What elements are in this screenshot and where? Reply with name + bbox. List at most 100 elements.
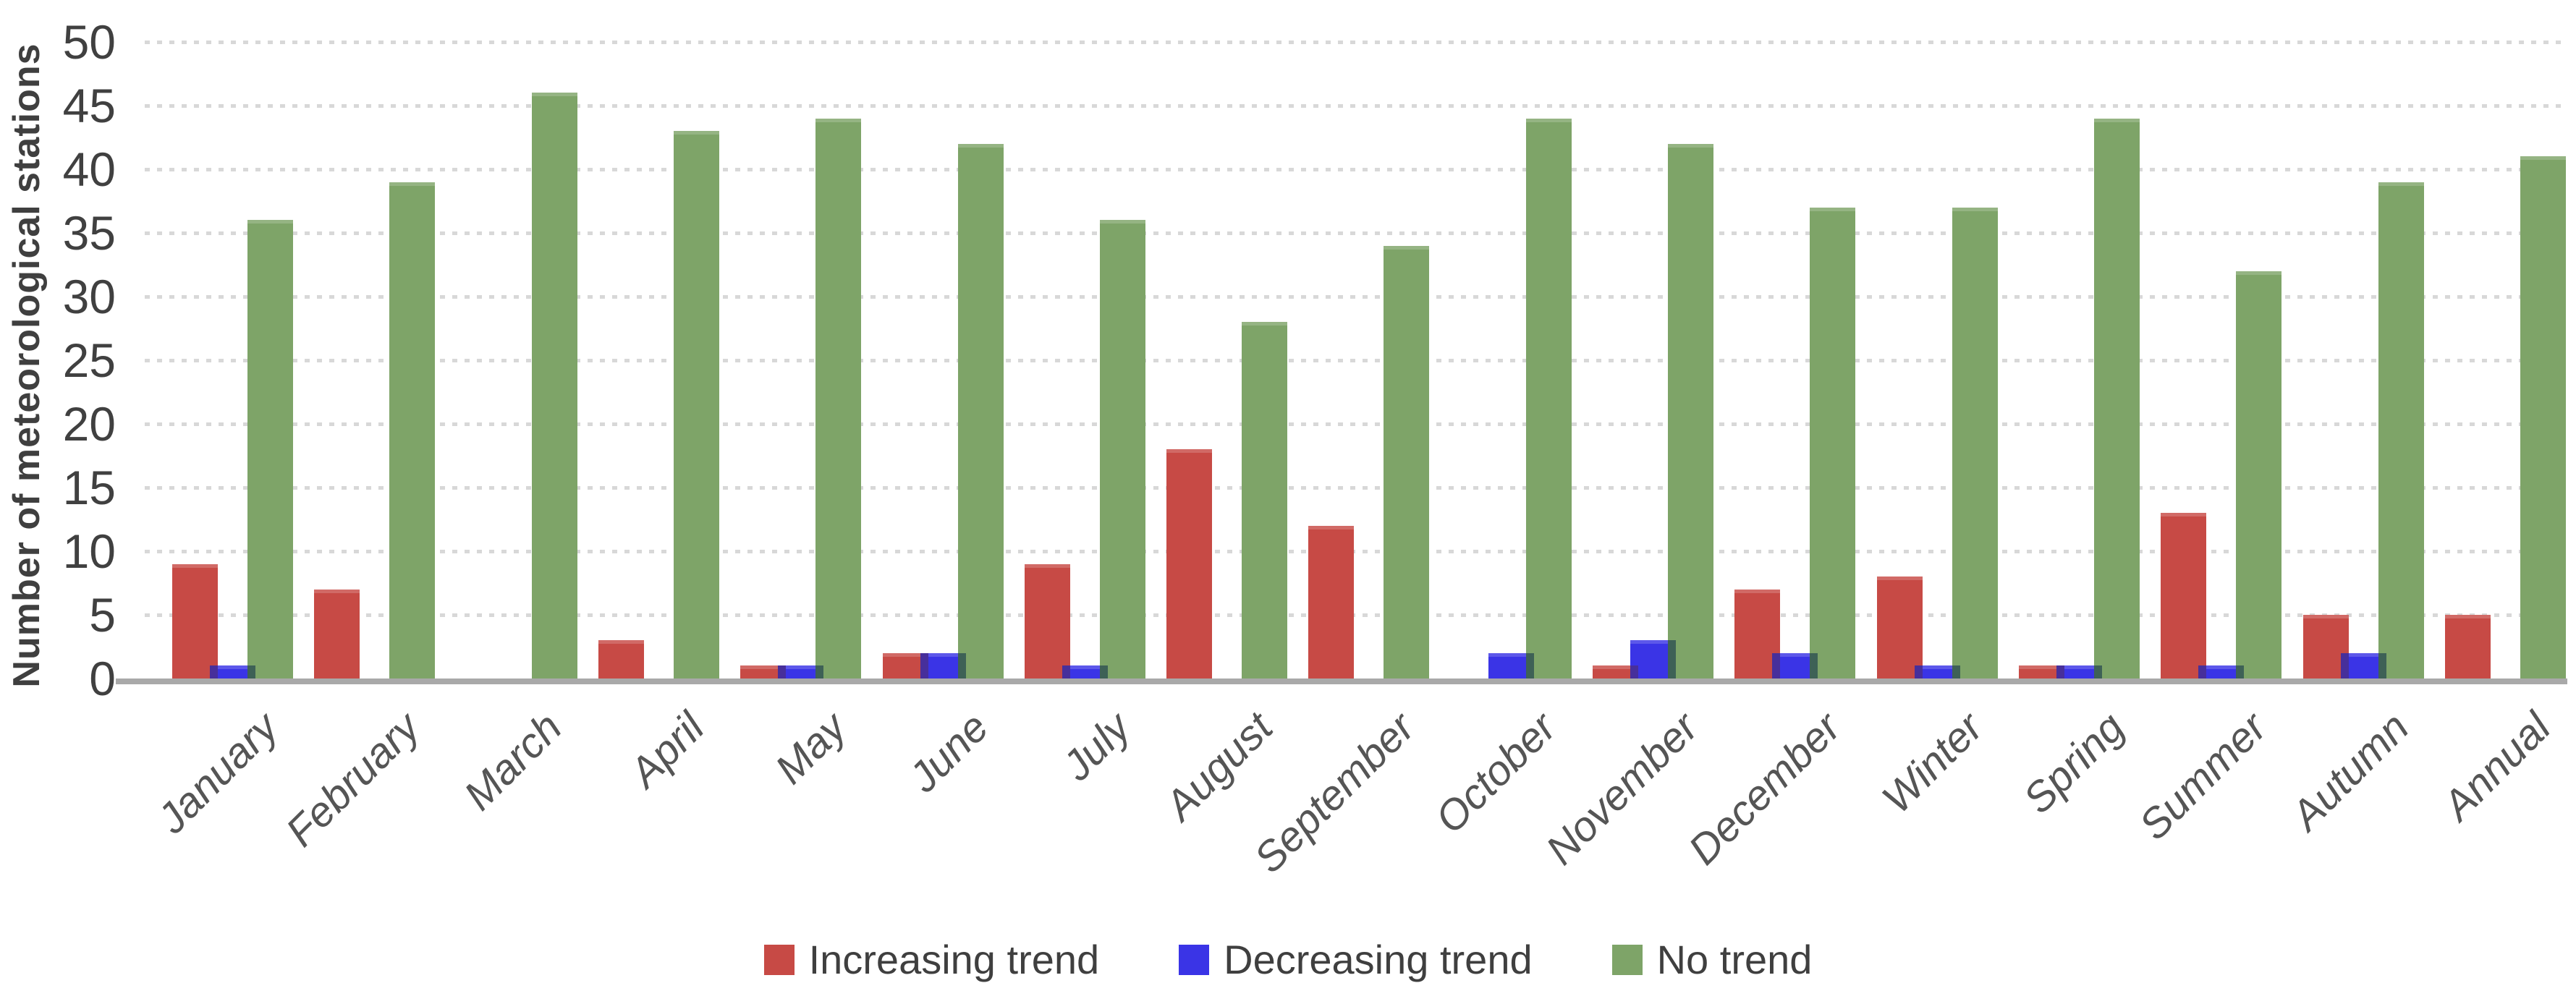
bar-increasing-april (598, 640, 644, 678)
gridline (145, 359, 2567, 362)
y-tick-label: 25 (62, 333, 116, 387)
bar-none-winter (1952, 207, 1998, 678)
bar-none-october (1525, 118, 1572, 678)
bar-increasing-winter (1876, 577, 1923, 678)
gridline (145, 486, 2567, 490)
y-tick-label: 30 (62, 270, 116, 323)
bar-none-january (247, 220, 293, 678)
y-tick-label: 35 (62, 206, 116, 260)
bar-overlap (1525, 652, 1534, 678)
bar-overlap (778, 665, 787, 678)
bar-increasing-july (1024, 563, 1070, 678)
bar-none-autumn (2378, 182, 2424, 678)
bar-decreasing-january (210, 665, 255, 678)
x-tick-label: Spring (2014, 703, 2134, 823)
x-tick-label: April (620, 703, 713, 796)
bar-overlap (1668, 640, 1676, 678)
x-tick-label: November (1537, 703, 1708, 874)
bar-overlap (2093, 665, 2102, 678)
y-tick-label: 40 (62, 142, 116, 196)
bar-overlap (815, 665, 824, 678)
gridline (145, 168, 2567, 171)
bar-overlap (1630, 665, 1638, 678)
x-tick-label: July (1053, 703, 1140, 790)
gridline (145, 613, 2567, 617)
x-tick-label: January (148, 703, 287, 843)
bar-none-summer (2236, 271, 2282, 678)
legend-item-decreasing: Decreasing trend (1179, 936, 1533, 983)
bar-overlap (1062, 665, 1070, 678)
bar-overlap (2340, 652, 2349, 678)
y-tick-label: 45 (62, 79, 116, 132)
bar-increasing-summer (2161, 513, 2207, 678)
gridline (145, 422, 2567, 426)
bar-overlap (247, 665, 255, 678)
bar-overlap (2198, 665, 2207, 678)
x-tick-label: December (1679, 703, 1850, 874)
bar-none-annual (2520, 156, 2566, 678)
gridline (145, 41, 2567, 44)
bar-none-february (389, 182, 436, 678)
bar-none-december (1810, 207, 1856, 678)
x-tick-label: Summer (2130, 703, 2276, 849)
y-tick-label: 50 (62, 15, 116, 69)
bar-none-august (1242, 322, 1288, 678)
bar-overlap (957, 652, 966, 678)
bar-decreasing-winter (1914, 665, 1960, 678)
bar-increasing-may (740, 665, 787, 678)
gridline (145, 550, 2567, 553)
x-tick-label: Annual (2433, 703, 2560, 830)
bar-none-november (1668, 143, 1713, 678)
legend-swatch-none (1611, 944, 1643, 975)
bar-increasing-february (314, 589, 360, 678)
bar-overlap (920, 652, 928, 678)
bar-increasing-november (1593, 665, 1638, 678)
legend-label-increasing: Increasing trend (808, 937, 1100, 982)
bar-increasing-january (172, 563, 218, 678)
y-tick-label: 10 (62, 524, 116, 578)
y-tick-label: 15 (62, 461, 116, 514)
gridline (145, 295, 2567, 299)
bar-increasing-september (1308, 525, 1355, 678)
bar-none-september (1384, 245, 1430, 678)
x-tick-label: March (455, 703, 572, 820)
legend: Increasing trend Decreasing trend No trend (0, 936, 2576, 983)
bar-none-june (957, 143, 1004, 678)
x-tick-label: February (276, 703, 429, 856)
bar-overlap (210, 665, 218, 678)
legend-item-none: No trend (1611, 936, 1813, 983)
legend-label-none: No trend (1656, 937, 1813, 982)
x-tick-label: June (899, 703, 998, 801)
gridline (145, 104, 2567, 108)
bar-none-spring (2093, 118, 2140, 678)
bar-overlap (1914, 665, 1923, 678)
bar-overlap (2236, 665, 2245, 678)
bar-increasing-spring (2018, 665, 2064, 678)
legend-item-increasing: Increasing trend (763, 936, 1100, 983)
x-tick-label: Winter (1873, 703, 1992, 822)
y-tick-label: 0 (89, 652, 116, 705)
y-tick-label: 5 (89, 588, 116, 642)
bar-none-march (531, 93, 577, 678)
bar-none-july (1099, 220, 1145, 678)
bar-overlap (1810, 652, 1818, 678)
bar-overlap (2056, 665, 2064, 678)
bar-none-april (673, 131, 719, 678)
bar-overlap (2378, 652, 2386, 678)
bar-decreasing-summer (2198, 665, 2245, 678)
x-tick-label: August (1156, 703, 1281, 830)
y-tick-label: 20 (62, 397, 116, 451)
x-tick-label: Autumn (2281, 703, 2418, 840)
legend-label-decreasing: Decreasing trend (1224, 937, 1533, 982)
x-tick-label: October (1426, 703, 1566, 843)
bar-overlap (1099, 665, 1108, 678)
bar-increasing-annual (2444, 615, 2491, 678)
legend-swatch-decreasing (1179, 944, 1210, 975)
x-tick-label: May (766, 703, 855, 794)
bar-none-may (815, 118, 862, 678)
bar-decreasing-spring (2056, 665, 2102, 678)
gridline (145, 231, 2567, 235)
bar-overlap (1772, 652, 1781, 678)
bar-decreasing-july (1062, 665, 1108, 678)
